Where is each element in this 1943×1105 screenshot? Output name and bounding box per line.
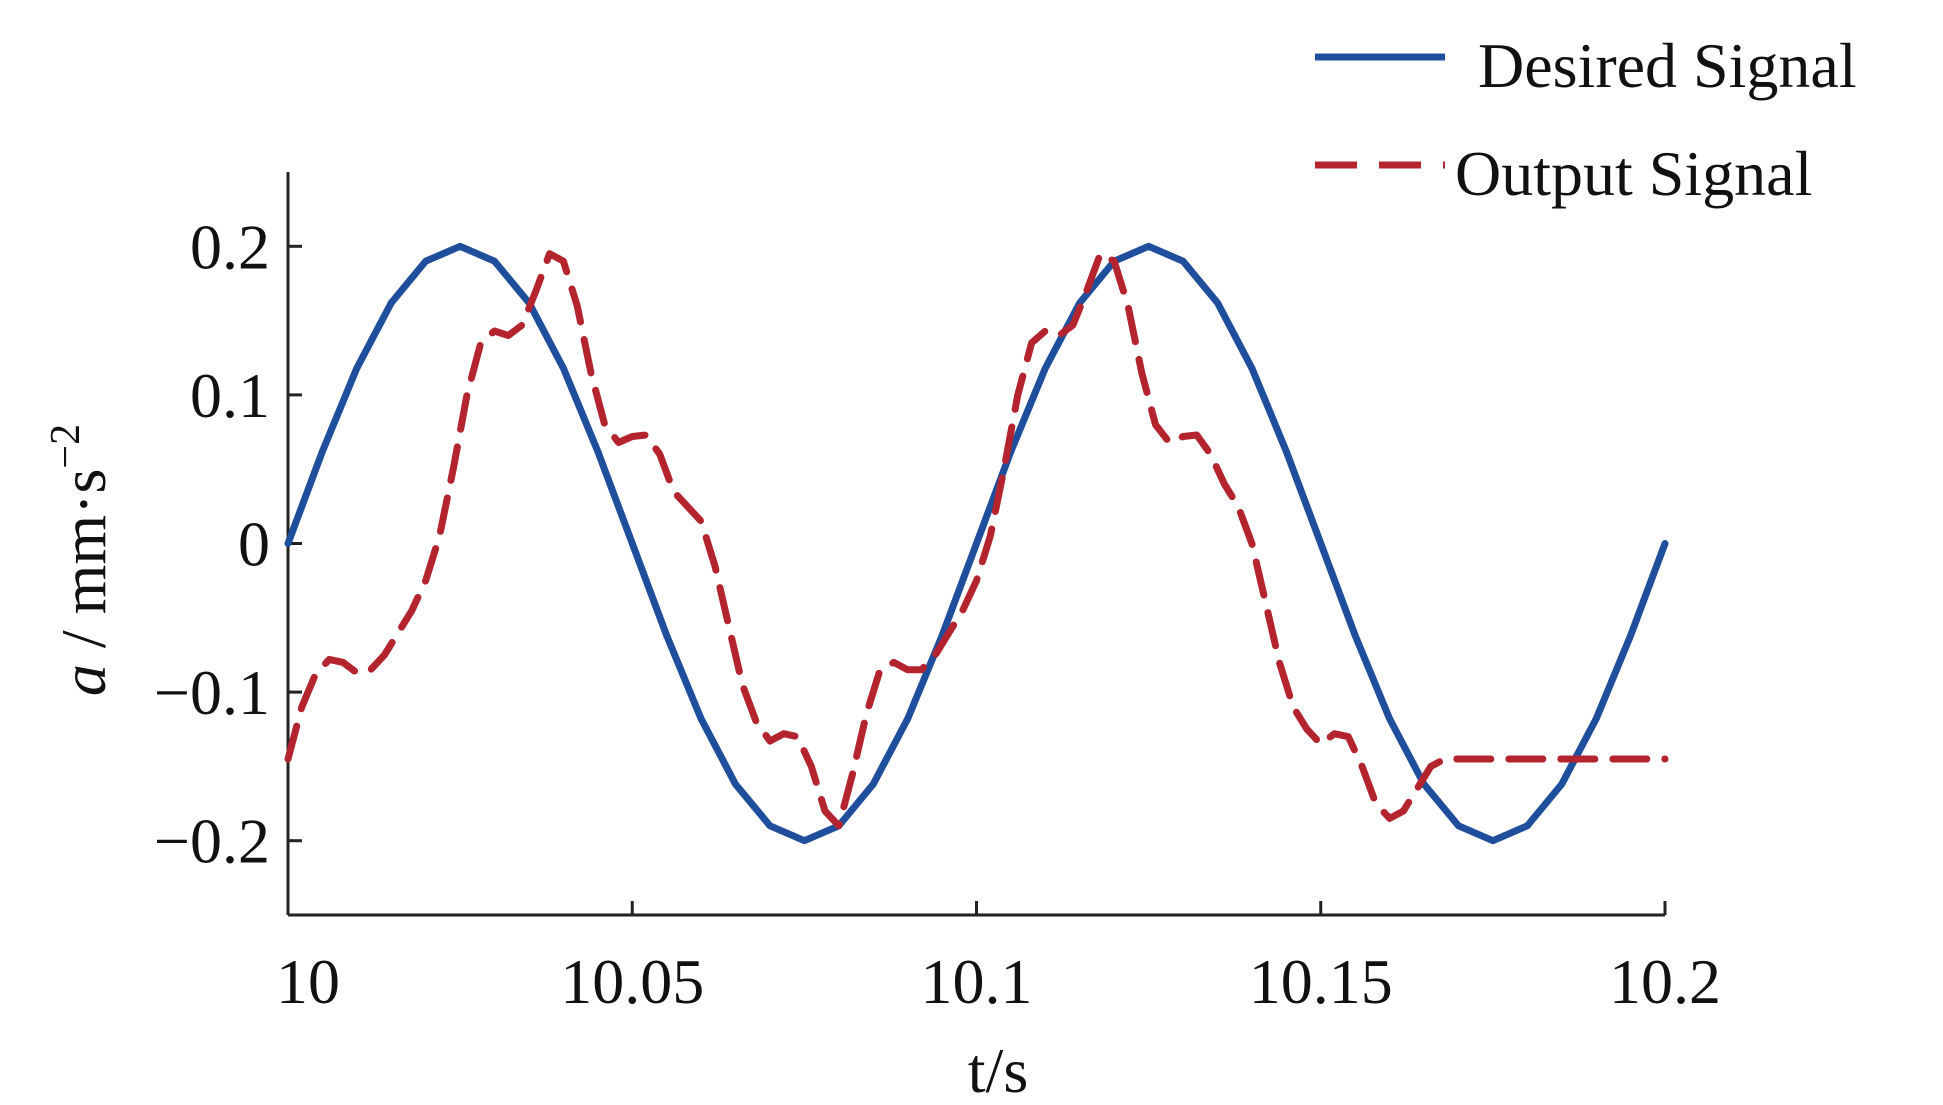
x-tick-label: 10 [276, 946, 340, 1017]
y-tick-label: 0.2 [190, 211, 270, 282]
x-ticks: 10 10.05 10.1 10.15 10.2 [276, 901, 1721, 1017]
x-tick-label: 10.2 [1609, 946, 1721, 1017]
x-tick-label: 10.15 [1249, 946, 1393, 1017]
x-axis-title: t/s [968, 1035, 1028, 1100]
y-axis-title: a / mm·s−2 [43, 424, 119, 696]
y-tick-label: 0.1 [190, 360, 270, 431]
series-line-desired-signal [284, 242, 1669, 845]
y-axis-exponent: −2 [43, 424, 89, 469]
legend-label-output-signal: Output Signal [1455, 138, 1812, 209]
series-layer [284, 242, 1669, 845]
y-axis-symbol: a [48, 664, 119, 696]
x-tick-label: 10.05 [560, 946, 704, 1017]
y-ticks: −0.2 −0.1 0 0.1 0.2 [154, 211, 302, 877]
legend-label-desired-signal: Desired Signal [1478, 30, 1857, 101]
legend: Desired Signal Output Signal [1315, 30, 1857, 209]
x-tick-label: 10.1 [921, 946, 1033, 1017]
y-tick-label: −0.2 [154, 806, 270, 877]
y-axis-separator: / [48, 614, 119, 664]
y-axis-unit: mm·s [48, 469, 119, 615]
y-tick-label: −0.1 [154, 657, 270, 728]
y-tick-label: 0 [238, 509, 270, 580]
series-line-output-signal [284, 250, 1669, 830]
